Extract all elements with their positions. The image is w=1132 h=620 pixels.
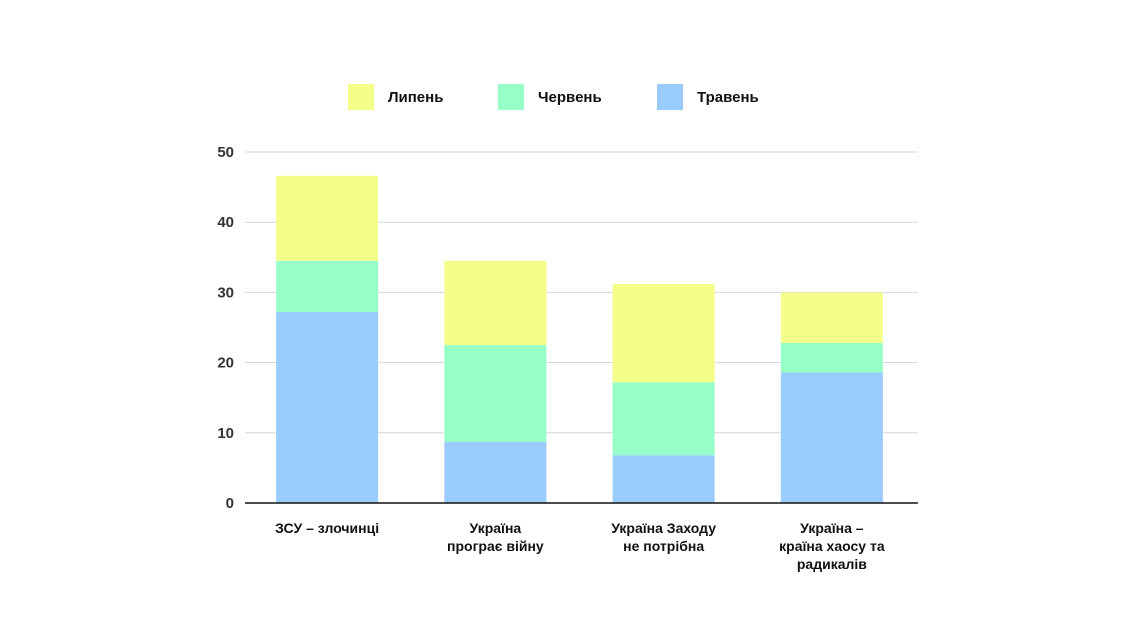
x-category-label-line: не потрібна	[623, 538, 704, 554]
legend-label: Травень	[697, 89, 759, 106]
bar-segment	[612, 382, 715, 456]
x-category-label-line: ЗСУ – злочинці	[275, 520, 379, 536]
legend: Липень Червень Травень	[348, 84, 759, 110]
legend-item: Травень	[657, 84, 759, 110]
y-tick-label: 10	[217, 425, 234, 442]
x-category-label-line: програє війну	[447, 538, 544, 554]
legend-swatch	[348, 84, 374, 110]
bar-segment	[780, 372, 883, 503]
bars	[276, 175, 883, 503]
y-tick-label: 20	[217, 355, 234, 372]
legend-swatch	[657, 84, 683, 110]
legend-label: Липень	[388, 89, 443, 106]
y-axis: 0 10 20 30 40 50	[217, 144, 234, 512]
legend-item: Червень	[498, 84, 602, 110]
y-tick-label: 50	[217, 144, 234, 161]
bar-segment	[780, 292, 883, 343]
bar-segment	[780, 342, 883, 373]
legend-label: Червень	[538, 89, 602, 106]
x-category-label: Україна – країна хаосу та радикалів	[779, 520, 885, 572]
bar-segment	[276, 312, 379, 503]
x-category-label: Україна Заходу не потрібна	[611, 520, 716, 554]
x-category-label-line: Україна Заходу	[611, 520, 716, 536]
y-tick-label: 40	[217, 214, 234, 231]
bar-segment	[612, 283, 715, 383]
x-category-label: ЗСУ – злочинці	[275, 520, 379, 536]
x-category-label-line: Україна	[470, 520, 522, 536]
x-category-label-line: Україна –	[800, 520, 864, 536]
legend-item: Липень	[348, 84, 443, 110]
bar-segment	[444, 260, 547, 346]
y-tick-label: 0	[226, 495, 234, 512]
x-category-label-line: країна хаосу та	[779, 538, 885, 554]
bar-segment	[612, 455, 715, 503]
bar-segment	[444, 345, 547, 442]
legend-swatch	[498, 84, 524, 110]
bar-segment	[276, 175, 379, 261]
bar-segment	[276, 260, 379, 313]
y-tick-label: 30	[217, 284, 234, 301]
x-category-label: Україна програє війну	[447, 520, 544, 554]
x-category-label-line: радикалів	[797, 556, 867, 572]
x-axis: ЗСУ – злочинці Україна програє війнуУкраїн…	[245, 502, 918, 572]
bar-segment	[444, 441, 547, 503]
